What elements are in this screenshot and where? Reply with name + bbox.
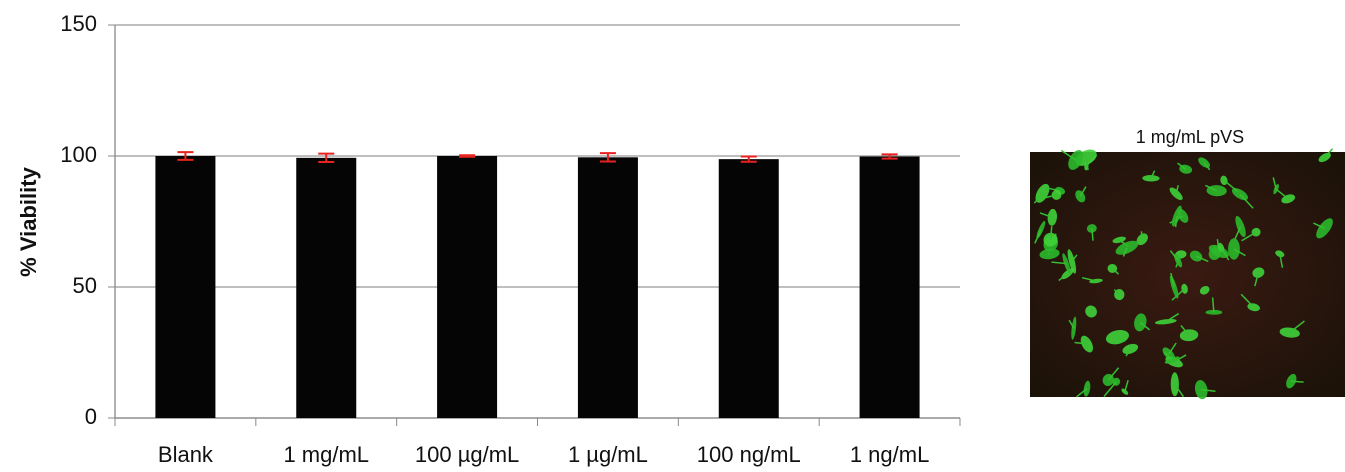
figure: % Viability 1 mg/mL pVS 0 50 100 150 Blank 1 … [0, 0, 1345, 472]
page: % Viability 1 mg/mL pVS 0 50 100 150 Blank 1 … [0, 0, 1345, 472]
y-axis-label: % Viability [16, 166, 41, 276]
bar [155, 156, 215, 418]
bar [860, 157, 920, 418]
x-tick-label: 100 ng/mL [697, 442, 801, 467]
bar [296, 158, 356, 418]
y-tick-label: 100 [60, 142, 97, 167]
micrograph [1030, 152, 1345, 397]
image-caption: 1 mg/mL pVS [1136, 127, 1244, 147]
x-tick-label: 1 mg/mL [283, 442, 369, 467]
bar [578, 157, 638, 418]
x-tick-label: 1 µg/mL [568, 442, 648, 467]
bar [437, 156, 497, 418]
bar [719, 159, 779, 418]
x-tick-label: 1 ng/mL [850, 442, 930, 467]
cell-process [1291, 381, 1303, 382]
y-tick-label: 0 [85, 404, 97, 429]
error-bar [459, 155, 475, 157]
y-tick-label: 50 [73, 273, 97, 298]
cell-process [1205, 290, 1206, 291]
y-tick-label: 150 [60, 11, 97, 36]
x-tick-label: 100 µg/mL [415, 442, 519, 467]
cell-process [1141, 231, 1142, 239]
x-tick-label: Blank [158, 442, 214, 467]
